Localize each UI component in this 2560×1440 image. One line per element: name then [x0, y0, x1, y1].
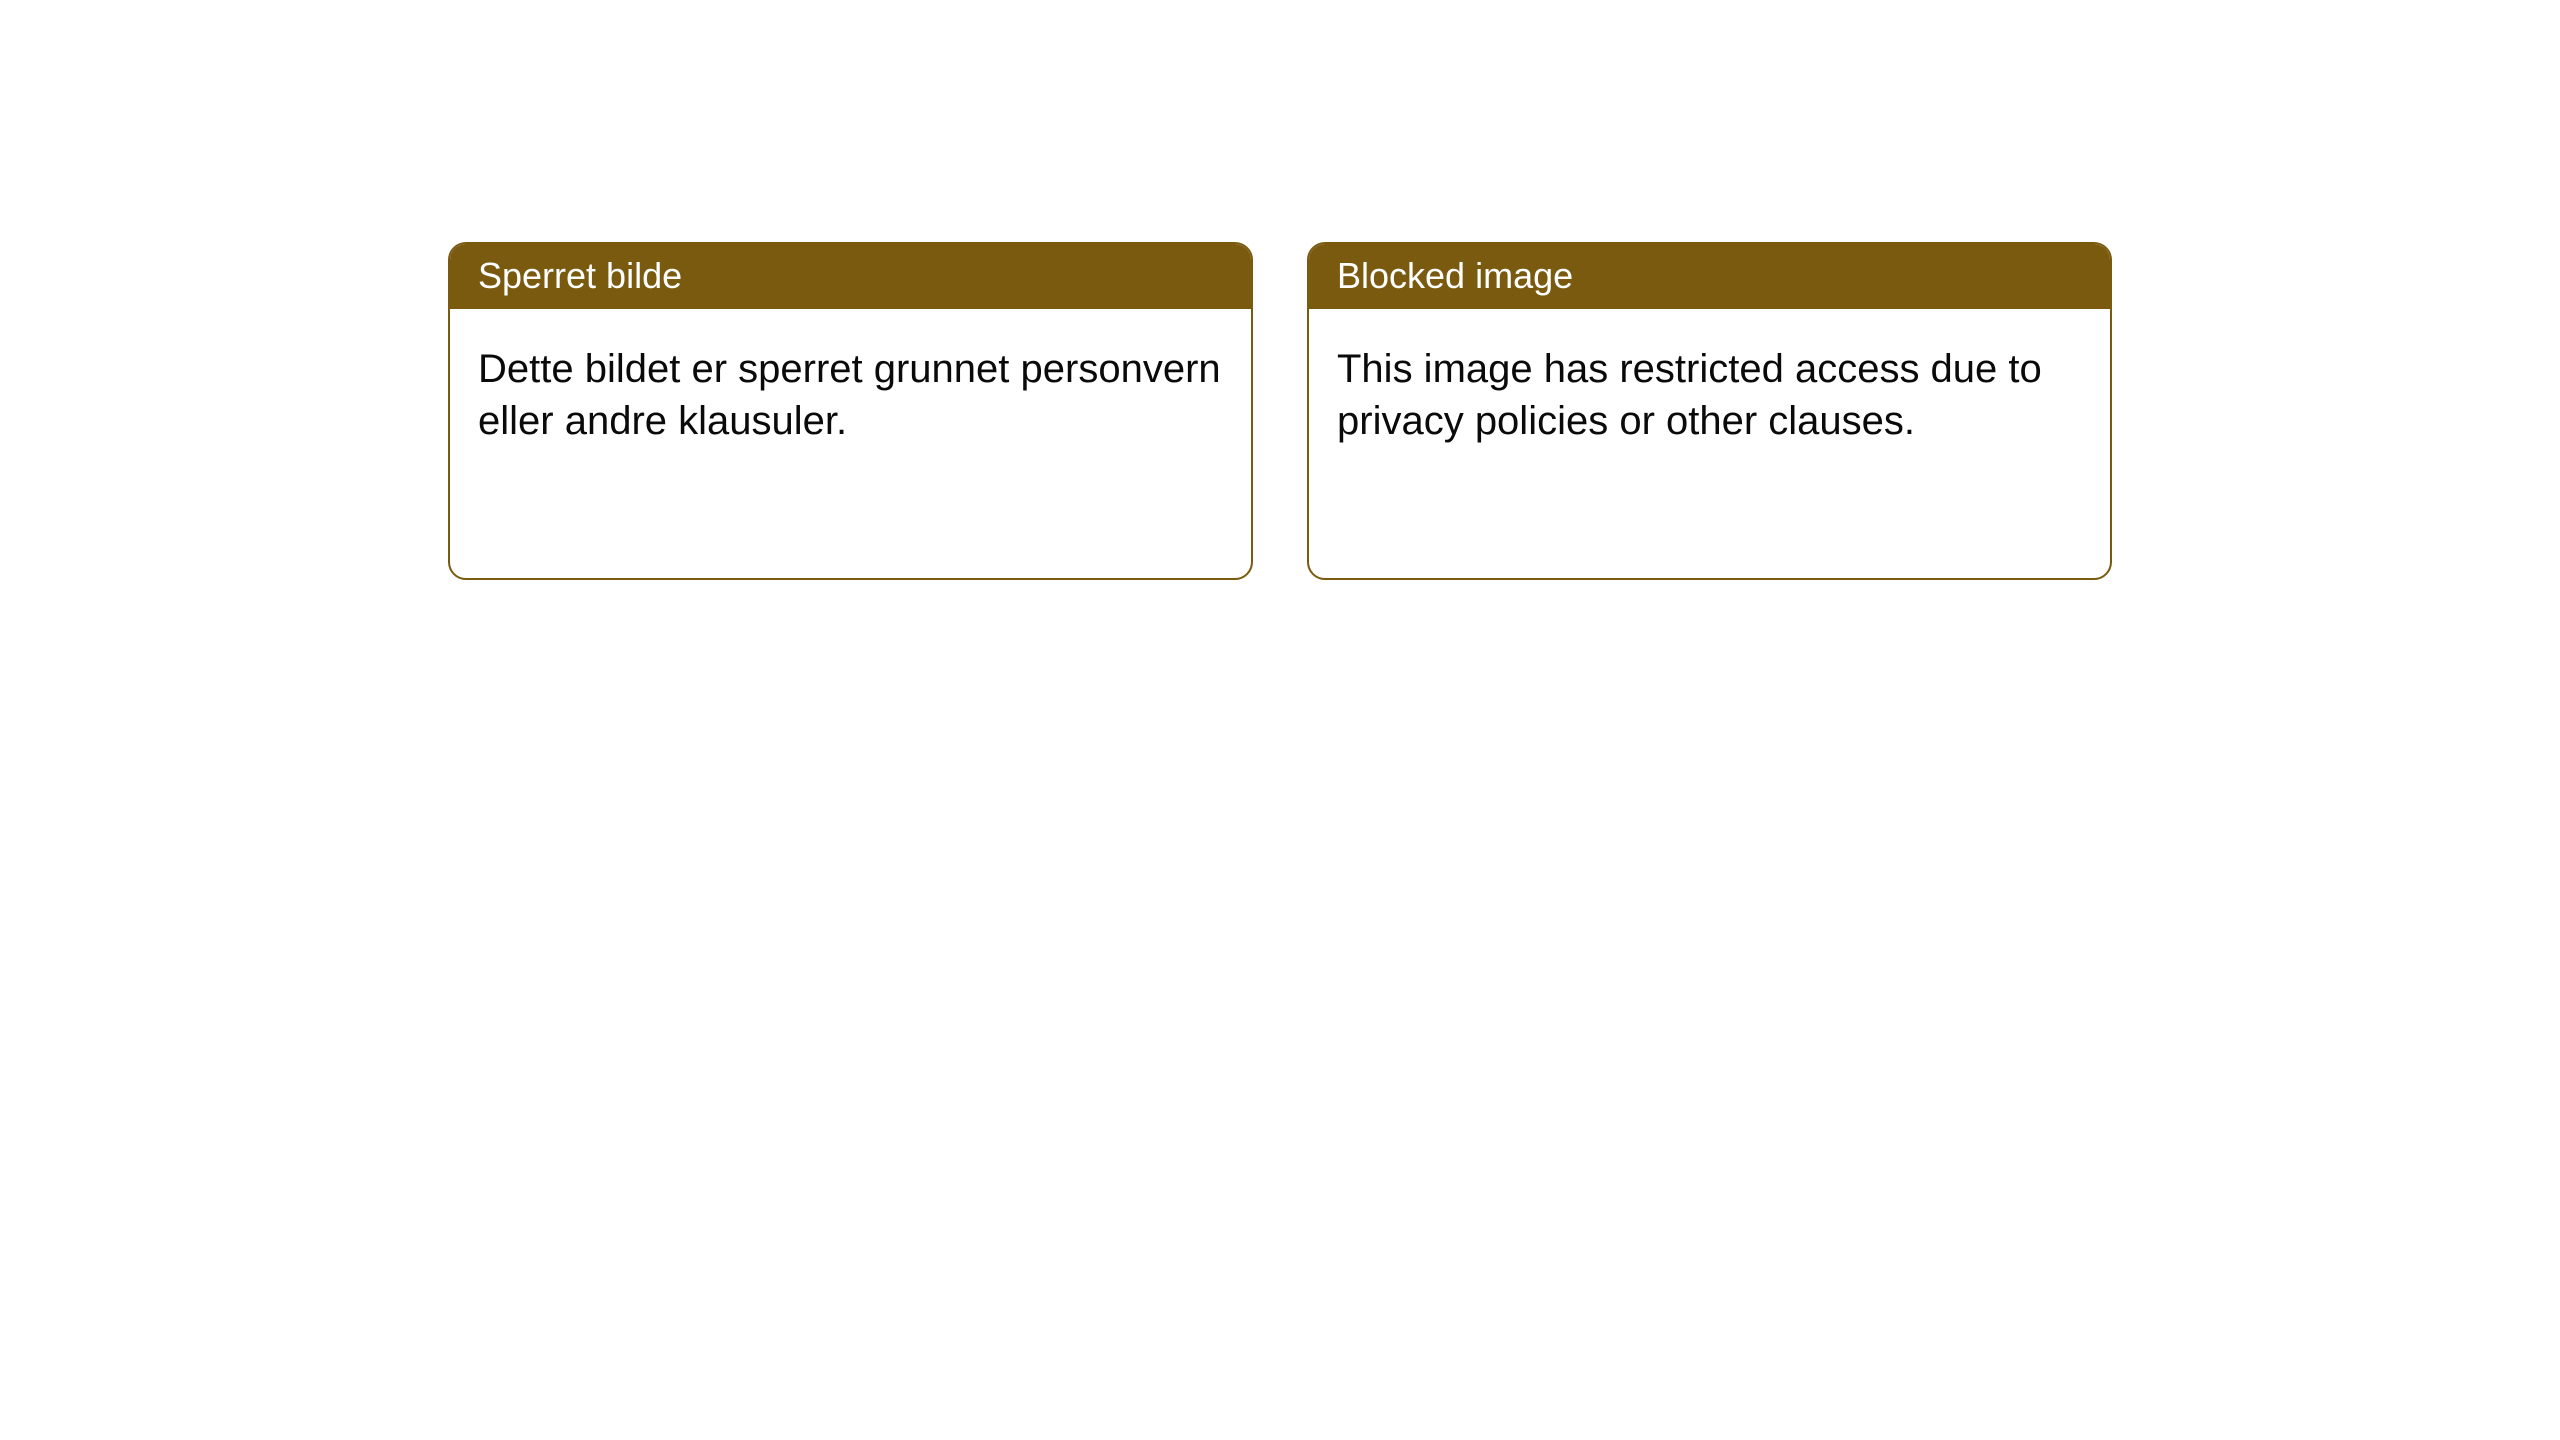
notice-body: Dette bildet er sperret grunnet personve…: [450, 309, 1251, 481]
notice-container: Sperret bilde Dette bildet er sperret gr…: [0, 0, 2560, 580]
notice-header: Sperret bilde: [450, 244, 1251, 309]
notice-box-english: Blocked image This image has restricted …: [1307, 242, 2112, 580]
notice-header: Blocked image: [1309, 244, 2110, 309]
notice-body: This image has restricted access due to …: [1309, 309, 2110, 481]
notice-box-norwegian: Sperret bilde Dette bildet er sperret gr…: [448, 242, 1253, 580]
